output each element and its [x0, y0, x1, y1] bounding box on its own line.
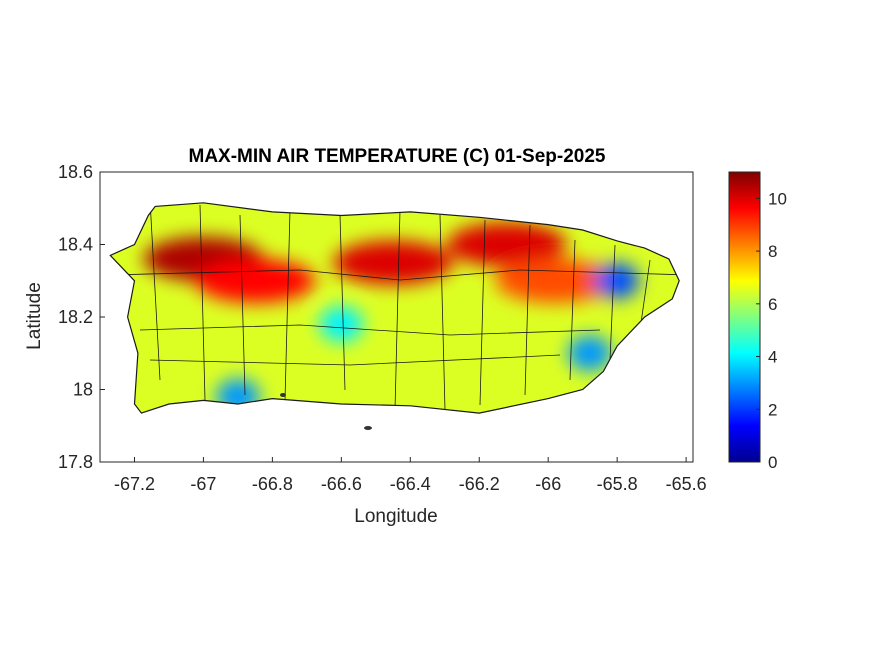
hotspot-1	[195, 258, 316, 303]
hotspot-3	[446, 222, 567, 267]
x-tick-label: -66.8	[252, 474, 293, 494]
x-tick-label: -67	[190, 474, 216, 494]
y-axis: 17.8 18 18.2 18.4 18.6	[58, 162, 105, 472]
coldspot-1	[567, 335, 612, 372]
x-tick-label: -65.8	[597, 474, 638, 494]
colorbar-ticks: 0 2 4 6 8 10	[756, 189, 787, 472]
x-tick-label: -65.6	[666, 474, 707, 494]
x-axis: -67.2 -67 -66.8 -66.6 -66.4 -66.2 -66 -65.8 -65.…	[114, 457, 707, 494]
temperature-field	[110, 202, 680, 414]
y-axis-label: Latitude	[24, 282, 45, 350]
x-tick-label: -67.2	[114, 474, 155, 494]
x-tick-label: -66.2	[459, 474, 500, 494]
chart-title: MAX-MIN AIR TEMPERATURE (C) 01-Sep-2025	[189, 146, 606, 167]
colorbar-tick-label: 10	[768, 189, 787, 208]
small-islands	[280, 393, 372, 430]
colorbar-tick-label: 8	[768, 242, 777, 261]
y-tick-label: 18	[73, 380, 93, 400]
colorbar	[728, 171, 761, 463]
hotspot-2	[333, 240, 454, 285]
x-axis-label: Longitude	[354, 506, 437, 527]
x-tick-label: -66	[535, 474, 561, 494]
municipality-borders	[110, 202, 680, 411]
y-tick-label: 18.6	[58, 162, 93, 182]
y-tick-label: 18.4	[58, 235, 93, 255]
colorbar-tick-label: 4	[768, 348, 777, 367]
colorbar-tick-label: 0	[768, 453, 777, 472]
y-tick-label: 18.2	[58, 307, 93, 327]
colorbar-tick-label: 2	[768, 400, 777, 419]
x-tick-label: -66.6	[321, 474, 362, 494]
coldspot-0	[595, 262, 640, 299]
coldspot-2	[319, 306, 364, 343]
colorbar-tick-label: 6	[768, 295, 777, 314]
y-tick-label: 17.8	[58, 452, 93, 472]
island-outline	[109, 202, 680, 414]
x-tick-label: -66.4	[390, 474, 431, 494]
